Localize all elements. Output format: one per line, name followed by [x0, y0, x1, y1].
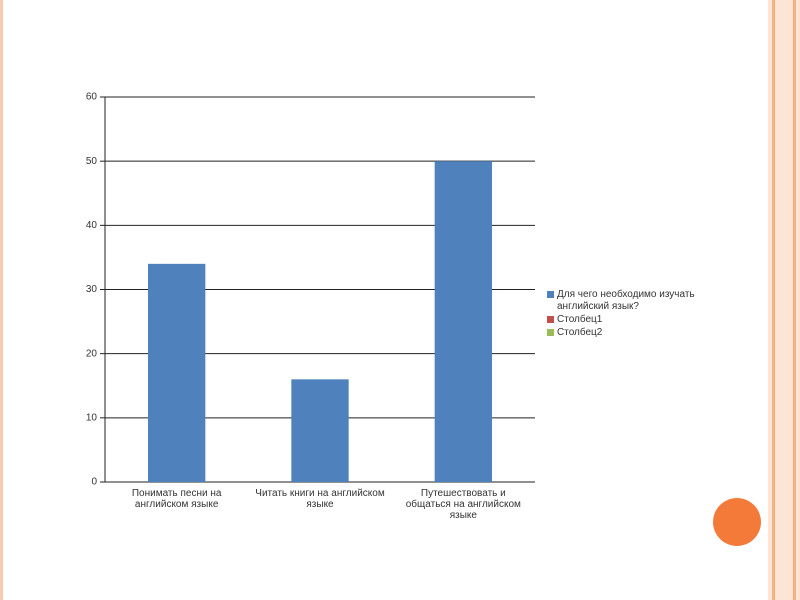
y-tick-label: 20	[86, 348, 98, 359]
legend-entry: Столбец1	[547, 314, 727, 326]
y-tick-label: 10	[86, 412, 98, 423]
legend-label: Столбец2	[557, 327, 603, 338]
left-border	[0, 0, 3, 600]
legend-swatch	[547, 329, 554, 336]
y-tick-label: 30	[86, 284, 98, 295]
legend-label: Для чего необходимо изучать английский я…	[557, 289, 695, 312]
bar	[434, 161, 492, 482]
legend-entry: Столбец2	[547, 327, 727, 339]
y-tick-label: 0	[91, 477, 97, 488]
y-tick-label: 50	[86, 156, 98, 167]
bar	[291, 379, 349, 482]
decor-circle	[713, 498, 761, 546]
right-stripe-line	[793, 0, 796, 600]
y-tick-label: 40	[86, 220, 98, 231]
legend-swatch	[547, 316, 554, 323]
legend-swatch	[547, 291, 554, 298]
legend-entry: Для чего необходимо изучать английский я…	[547, 289, 727, 313]
right-stripe-line	[772, 0, 775, 600]
y-tick-label: 60	[86, 92, 98, 103]
legend-label: Столбец1	[557, 314, 603, 325]
x-tick-label: Читать книги на английском языке	[255, 488, 385, 510]
x-tick-label: Путешествовать и общаться на английском …	[405, 488, 521, 521]
x-tick-label: Понимать песни на английском языке	[131, 488, 222, 510]
bar	[148, 263, 206, 482]
